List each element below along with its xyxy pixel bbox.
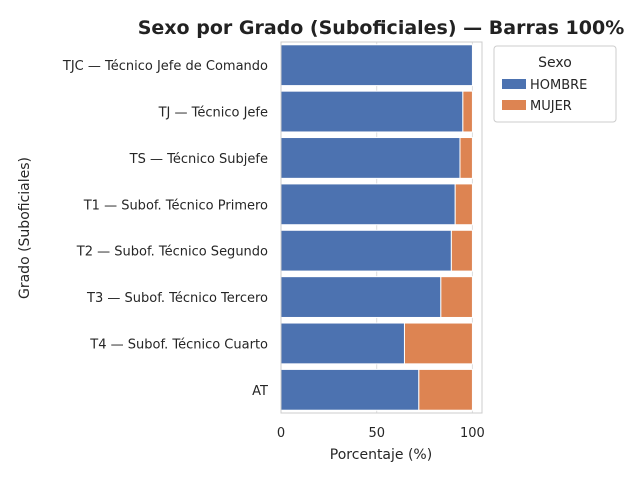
y-tick-label: AT [252, 384, 268, 399]
y-tick-labels: TJC — Técnico Jefe de Comando TJ — Técnic… [62, 59, 268, 399]
x-tick-label: 0 [277, 426, 285, 441]
legend-label-mujer: MUJER [530, 99, 572, 114]
chart-title: Sexo por Grado (Suboficiales) — Barras 1… [138, 17, 625, 39]
x-axis-label: Porcentaje (%) [330, 447, 432, 463]
bar-mujer [454, 183, 473, 226]
x-tick-labels: 0 50 100 [277, 426, 485, 441]
y-tick-label: T2 — Subof. Técnico Segundo [76, 245, 268, 260]
y-tick-label: TJ — Técnico Jefe [158, 106, 268, 121]
bar-mujer [403, 322, 473, 365]
legend-title: Sexo [538, 55, 572, 71]
bar-mujer [450, 229, 473, 272]
bar-hombre [280, 368, 420, 411]
legend-swatch-hombre [502, 79, 526, 89]
bar-mujer [462, 90, 473, 133]
bar-hombre [280, 229, 452, 272]
y-tick-label: TS — Técnico Subjefe [129, 152, 268, 167]
y-tick-label: TJC — Técnico Jefe de Comando [62, 59, 268, 74]
bar-mujer [440, 276, 473, 318]
bar-mujer [418, 368, 473, 411]
y-tick-label: T4 — Subof. Técnico Cuarto [89, 337, 268, 352]
bars [280, 44, 473, 411]
x-tick-label: 50 [368, 426, 385, 441]
bar-hombre [280, 276, 442, 318]
bar-hombre [280, 183, 456, 226]
legend-swatch-mujer [502, 100, 526, 110]
y-axis-label: Grado (Suboficiales) [17, 157, 33, 299]
legend: Sexo HOMBRE MUJER [493, 45, 617, 123]
bar-hombre [280, 44, 473, 87]
y-tick-label: T3 — Subof. Técnico Tercero [86, 291, 268, 306]
bar-hombre [280, 322, 405, 365]
bar-mujer [459, 137, 473, 179]
bar-hombre [280, 137, 461, 179]
x-tick-label: 100 [460, 426, 485, 441]
plot-frame [280, 41, 483, 414]
bar-hombre [280, 90, 464, 133]
legend-label-hombre: HOMBRE [530, 78, 587, 93]
y-tick-label: T1 — Subof. Técnico Primero [83, 198, 268, 213]
